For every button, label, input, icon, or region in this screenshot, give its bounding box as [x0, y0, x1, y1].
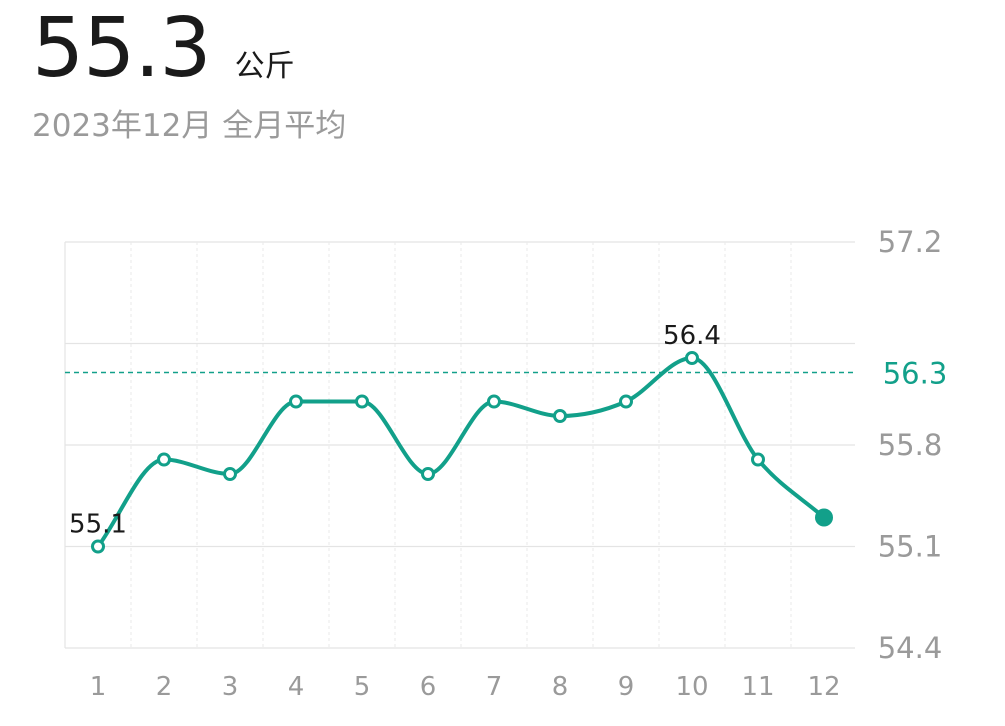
x-tick-label: 11: [741, 672, 774, 702]
data-point: [355, 394, 369, 409]
x-tick-label: 4: [288, 672, 305, 702]
summary-value-row: 55.3 公斤: [32, 8, 346, 90]
x-tick-label: 2: [156, 672, 173, 702]
data-point-selected: [815, 508, 833, 527]
period-subtitle: 2023年12月 全月平均: [32, 108, 347, 144]
data-label: 56.4: [663, 321, 721, 351]
data-point: [553, 409, 567, 423]
data-point: [421, 467, 435, 481]
data-point: [223, 467, 237, 481]
y-tick-label: 55.8: [878, 428, 943, 462]
weight-unit: 公斤: [234, 49, 295, 84]
x-tick-label: 6: [420, 672, 437, 702]
x-tick-label: 3: [222, 672, 239, 702]
x-tick-label: 9: [618, 672, 635, 702]
x-tick-label: 1: [90, 672, 107, 702]
x-tick-label: 8: [552, 672, 569, 702]
x-tick-label: 7: [486, 672, 503, 702]
data-point: [619, 394, 633, 409]
reference-line-label: 56.3: [883, 357, 948, 391]
data-point: [157, 452, 171, 467]
x-tick-label: 5: [354, 672, 371, 702]
data-point: [289, 394, 303, 409]
data-point: [487, 394, 501, 409]
y-tick-label: 54.4: [878, 631, 943, 665]
x-tick-label: 10: [675, 672, 708, 702]
data-point: [91, 539, 105, 554]
y-tick-label: 55.1: [878, 530, 943, 564]
data-point: [751, 452, 765, 467]
y-tick-label: 57.2: [878, 225, 943, 259]
average-weight-value: 55.3: [32, 1, 212, 96]
x-tick-label: 12: [807, 672, 840, 702]
data-point: [685, 351, 699, 365]
data-label: 55.1: [69, 510, 127, 540]
summary-header: 55.3 公斤 2023年12月 全月平均: [32, 8, 346, 145]
